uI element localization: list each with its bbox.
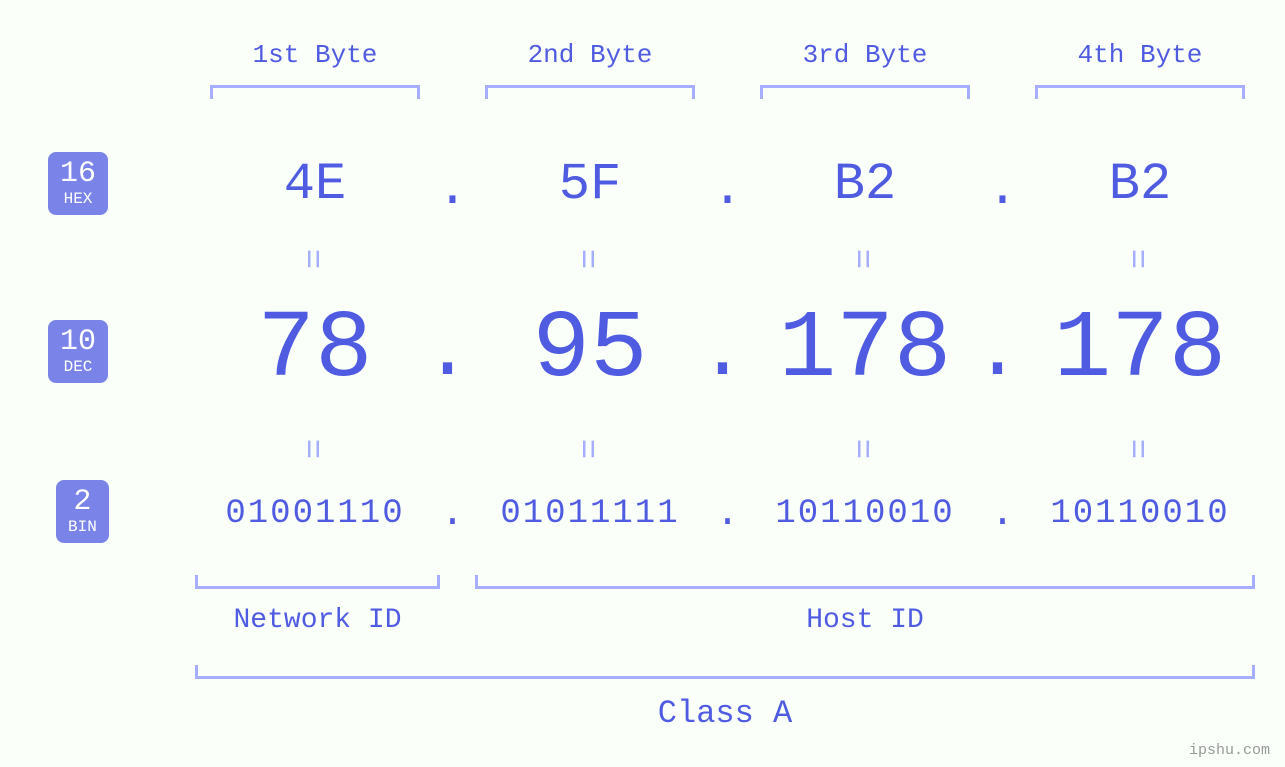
dec-3: 178 — [750, 295, 980, 404]
class-label: Class A — [195, 695, 1255, 732]
bracket-host — [475, 575, 1255, 589]
byte-header-2: 2nd Byte — [515, 40, 665, 70]
bracket-class — [195, 665, 1255, 679]
eq-2-2: = — [566, 439, 604, 459]
badge-bin-num: 2 — [68, 486, 97, 519]
dec-dot-1: . — [420, 308, 475, 399]
bracket-byte-3 — [760, 85, 970, 99]
eq-1-3: = — [841, 249, 879, 269]
dec-1: 78 — [200, 295, 430, 404]
hex-dot-3: . — [980, 160, 1025, 219]
dec-dot-2: . — [695, 308, 750, 399]
bracket-byte-1 — [210, 85, 420, 99]
bin-1: 01001110 — [200, 495, 430, 533]
hex-1: 4E — [200, 155, 430, 214]
hex-3: B2 — [750, 155, 980, 214]
dec-4: 178 — [1025, 295, 1255, 404]
byte-header-1: 1st Byte — [240, 40, 390, 70]
dec-2: 95 — [475, 295, 705, 404]
badge-hex: 16 HEX — [48, 152, 108, 215]
bin-3: 10110010 — [750, 495, 980, 533]
hex-dot-2: . — [705, 160, 750, 219]
eq-1-1: = — [291, 249, 329, 269]
eq-2-3: = — [841, 439, 879, 459]
badge-dec: 10 DEC — [48, 320, 108, 383]
hex-2: 5F — [475, 155, 705, 214]
dec-dot-3: . — [970, 308, 1025, 399]
badge-dec-label: DEC — [60, 359, 96, 377]
network-id-label: Network ID — [195, 605, 440, 636]
badge-hex-label: HEX — [60, 191, 96, 209]
eq-2-4: = — [1116, 439, 1154, 459]
bracket-network — [195, 575, 440, 589]
eq-2-1: = — [291, 439, 329, 459]
bracket-byte-2 — [485, 85, 695, 99]
hex-dot-1: . — [430, 160, 475, 219]
byte-header-3: 3rd Byte — [790, 40, 940, 70]
badge-bin-label: BIN — [68, 519, 97, 537]
badge-dec-num: 10 — [60, 326, 96, 359]
bin-dot-3: . — [980, 492, 1025, 537]
host-id-label: Host ID — [475, 605, 1255, 636]
hex-4: B2 — [1025, 155, 1255, 214]
bin-4: 10110010 — [1025, 495, 1255, 533]
bin-2: 01011111 — [475, 495, 705, 533]
bin-dot-1: . — [430, 492, 475, 537]
eq-1-4: = — [1116, 249, 1154, 269]
eq-1-2: = — [566, 249, 604, 269]
watermark: ipshu.com — [1189, 742, 1270, 759]
bracket-byte-4 — [1035, 85, 1245, 99]
badge-bin: 2 BIN — [56, 480, 109, 543]
byte-header-4: 4th Byte — [1065, 40, 1215, 70]
bin-dot-2: . — [705, 492, 750, 537]
badge-hex-num: 16 — [60, 158, 96, 191]
